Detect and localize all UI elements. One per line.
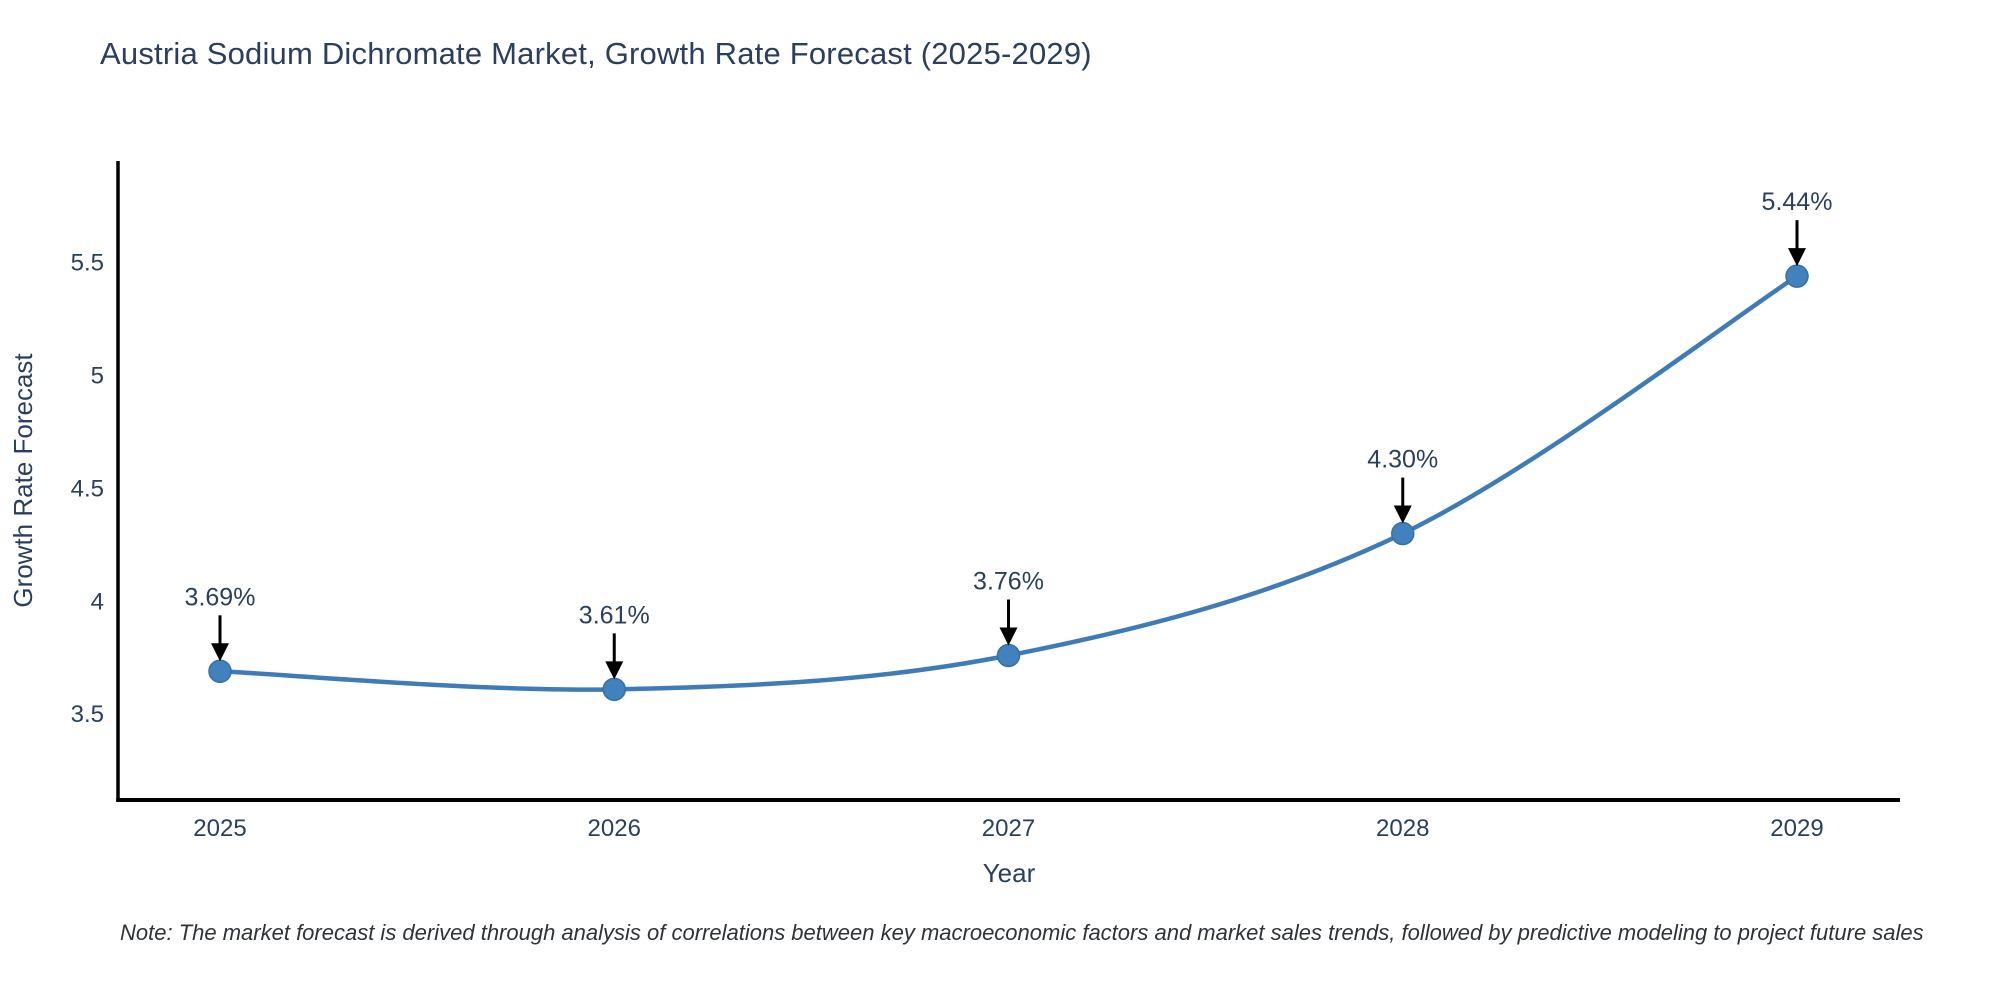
chart-title: Austria Sodium Dichromate Market, Growth… <box>100 36 1092 71</box>
data-point-label: 5.44% <box>1762 188 1833 216</box>
chart-footnote: Note: The market forecast is derived thr… <box>120 920 1924 945</box>
annotation-arrow-head <box>1788 248 1806 267</box>
y-tick-label: 5.5 <box>71 250 104 277</box>
data-point-label: 3.69% <box>185 583 256 611</box>
data-point-label: 4.30% <box>1367 446 1438 474</box>
annotation-arrow-head <box>605 661 624 680</box>
y-tick-label: 4 <box>91 588 104 615</box>
data-point-marker[interactable] <box>996 643 1021 668</box>
y-tick-label: 5 <box>91 363 104 390</box>
annotation-arrow-head <box>1393 505 1412 524</box>
annotation-arrow-head <box>999 627 1018 646</box>
x-tick-label: 2028 <box>1376 815 1429 842</box>
x-tick-label: 2027 <box>982 815 1035 842</box>
data-point-marker[interactable] <box>1785 264 1809 288</box>
data-point-marker[interactable] <box>1391 521 1415 546</box>
annotation-arrow-head <box>211 643 229 662</box>
data-point-label: 3.61% <box>579 601 650 629</box>
y-tick-label: 4.5 <box>71 475 104 502</box>
x-tick-label: 2025 <box>193 815 246 842</box>
data-point-marker[interactable] <box>208 659 232 684</box>
x-tick-label: 2026 <box>588 815 641 842</box>
data-point-marker[interactable] <box>602 677 626 702</box>
data-point-label: 3.76% <box>973 567 1044 595</box>
y-tick-label: 3.5 <box>71 701 104 728</box>
growth-rate-line-chart: 3.5 4 4.5 5 5.5 2025 2026 2027 2028 2029 Year Growt… <box>8 161 1900 888</box>
x-axis-title: Year <box>983 858 1036 888</box>
y-axis-title: Growth Rate Forecast <box>8 353 38 608</box>
x-tick-label: 2029 <box>1770 815 1823 842</box>
